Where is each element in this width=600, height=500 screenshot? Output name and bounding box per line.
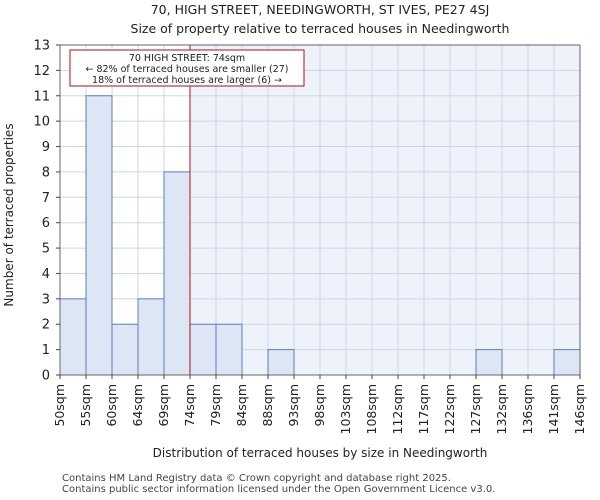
y-tick-label: 0: [42, 369, 50, 384]
x-tick-label: 122sqm: [442, 384, 457, 434]
bar-141sqm: [553, 349, 581, 376]
x-tick-label: 112sqm: [390, 384, 405, 434]
bar-64sqm: [137, 298, 165, 376]
x-tick-label: 141sqm: [546, 384, 561, 434]
x-axis-label: Distribution of terraced houses by size …: [153, 446, 488, 460]
y-tick-label: 7: [42, 191, 50, 206]
y-tick-label: 6: [42, 216, 50, 231]
bar-69sqm: [163, 171, 191, 376]
x-tick-label: 60sqm: [104, 384, 119, 427]
y-tick-label: 12: [33, 64, 50, 79]
bar-60sqm: [111, 323, 139, 376]
y-tick-label: 8: [42, 165, 50, 180]
highlight-region: [190, 45, 580, 375]
x-tick-label: 74sqm: [182, 384, 197, 427]
chart-subtitle: Size of property relative to terraced ho…: [131, 21, 510, 36]
x-tick-label: 103sqm: [338, 384, 353, 434]
chart-title: 70, HIGH STREET, NEEDINGWORTH, ST IVES, …: [151, 2, 490, 17]
annotation-line-3: 18% of terraced houses are larger (6) →: [92, 75, 282, 86]
bar-74sqm: [189, 323, 217, 376]
annotation-box: 70 HIGH STREET: 74sqm ← 82% of terraced …: [69, 49, 305, 87]
x-tick-label: 98sqm: [312, 384, 327, 427]
x-tick-label: 146sqm: [572, 384, 587, 434]
y-axis-label: Number of terraced properties: [2, 123, 16, 306]
y-tick-label: 1: [42, 343, 50, 358]
x-tick-label: 64sqm: [130, 384, 145, 427]
y-tick-label: 9: [42, 140, 50, 155]
footer-line-1: Contains HM Land Registry data © Crown c…: [62, 473, 451, 484]
y-tick-label: 13: [33, 39, 50, 54]
bars: [59, 95, 581, 376]
x-tick-label: 55sqm: [78, 384, 93, 427]
x-tick-label: 93sqm: [286, 384, 301, 427]
y-tick-label: 5: [42, 242, 50, 257]
footer: Contains HM Land Registry data © Crown c…: [62, 473, 495, 495]
bar-50sqm: [59, 298, 87, 376]
footer-line-2: Contains public sector information licen…: [62, 484, 496, 495]
y-tick-label: 2: [42, 318, 50, 333]
x-tick-label: 88sqm: [260, 384, 275, 427]
x-tick-label: 132sqm: [494, 384, 509, 434]
x-tick-label: 117sqm: [416, 384, 431, 434]
y-tick-label: 11: [33, 89, 50, 104]
x-tick-label: 84sqm: [234, 384, 249, 427]
x-tick-label: 136sqm: [520, 384, 535, 434]
x-ticks: 50sqm 55sqm 60sqm 64sqm 69sqm 74sqm 79sqm 84sqm…: [52, 375, 587, 434]
x-tick-label: 108sqm: [364, 384, 379, 434]
bar-88sqm: [267, 349, 295, 376]
x-tick-label: 79sqm: [208, 384, 223, 427]
bar-79sqm: [215, 323, 243, 376]
x-tick-label: 127sqm: [468, 384, 483, 434]
y-tick-label: 4: [42, 267, 50, 282]
bar-55sqm: [85, 95, 113, 376]
annotation-line-2: ← 82% of terraced houses are smaller (27…: [85, 64, 288, 75]
x-tick-label: 69sqm: [156, 384, 171, 427]
y-tick-label: 3: [42, 292, 50, 307]
annotation-line-1: 70 HIGH STREET: 74sqm: [129, 53, 245, 64]
x-tick-label: 50sqm: [52, 384, 67, 427]
bar-127sqm: [475, 349, 503, 376]
y-tick-label: 10: [33, 115, 50, 130]
